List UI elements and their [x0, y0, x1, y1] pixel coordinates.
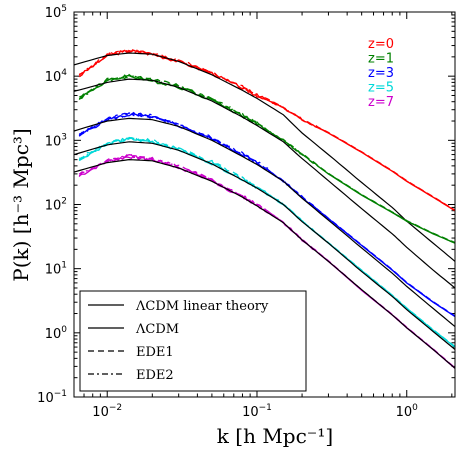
- linear-theory-line: [74, 117, 455, 328]
- redshift-labels: z=0z=1z=3z=5z=7: [368, 37, 394, 110]
- linear-theory-line: [74, 78, 455, 289]
- y-tick-label: 105: [45, 4, 67, 21]
- ede-series-line: [79, 49, 455, 212]
- y-tick-label: 101: [45, 261, 67, 278]
- redshift-label: z=5: [368, 81, 394, 96]
- x-tick-label: 100: [396, 403, 419, 420]
- y-tick-label: 103: [45, 132, 67, 149]
- legend: ΛCDM linear theory ΛCDM EDE1 EDE2: [79, 290, 307, 392]
- legend-label: ΛCDM linear theory: [135, 299, 269, 314]
- tick-marks: [73, 11, 455, 398]
- lcdm-series-line: [78, 113, 455, 318]
- y-axis-title: P(k) [h⁻³ Mpc³]: [9, 128, 33, 281]
- linear-theory-line: [74, 52, 455, 262]
- lcdm-series-line: [78, 137, 455, 348]
- lcdm-series-line: [79, 74, 455, 244]
- ede-series-line: [78, 112, 455, 317]
- y-tick-label: 100: [45, 325, 68, 342]
- redshift-label: z=7: [368, 95, 394, 110]
- linear-theory-line: [74, 158, 455, 369]
- redshift-label: z=0: [368, 37, 394, 52]
- plot-frame: [73, 11, 456, 398]
- legend-label: EDE1: [136, 345, 174, 360]
- linear-theory-line: [74, 141, 455, 350]
- x-tick-label: 10−1: [242, 403, 272, 420]
- legend-label: ΛCDM: [135, 322, 179, 337]
- y-tick-label: 10−1: [37, 389, 67, 406]
- lcdm-series-line: [78, 49, 455, 212]
- x-tick-label: 10−2: [92, 403, 122, 420]
- redshift-label: z=1: [368, 52, 394, 67]
- series-lines: [74, 48, 455, 369]
- redshift-label: z=3: [368, 66, 394, 81]
- legend-label: EDE2: [136, 368, 174, 383]
- x-axis-title: k [h Mpc⁻¹]: [217, 424, 333, 448]
- y-tick-labels: 10−1 100 101 102 103 104 105: [37, 4, 67, 406]
- y-tick-label: 102: [45, 197, 67, 214]
- y-tick-label: 104: [45, 68, 68, 85]
- x-tick-labels: 10−2 10−1 100: [92, 403, 418, 420]
